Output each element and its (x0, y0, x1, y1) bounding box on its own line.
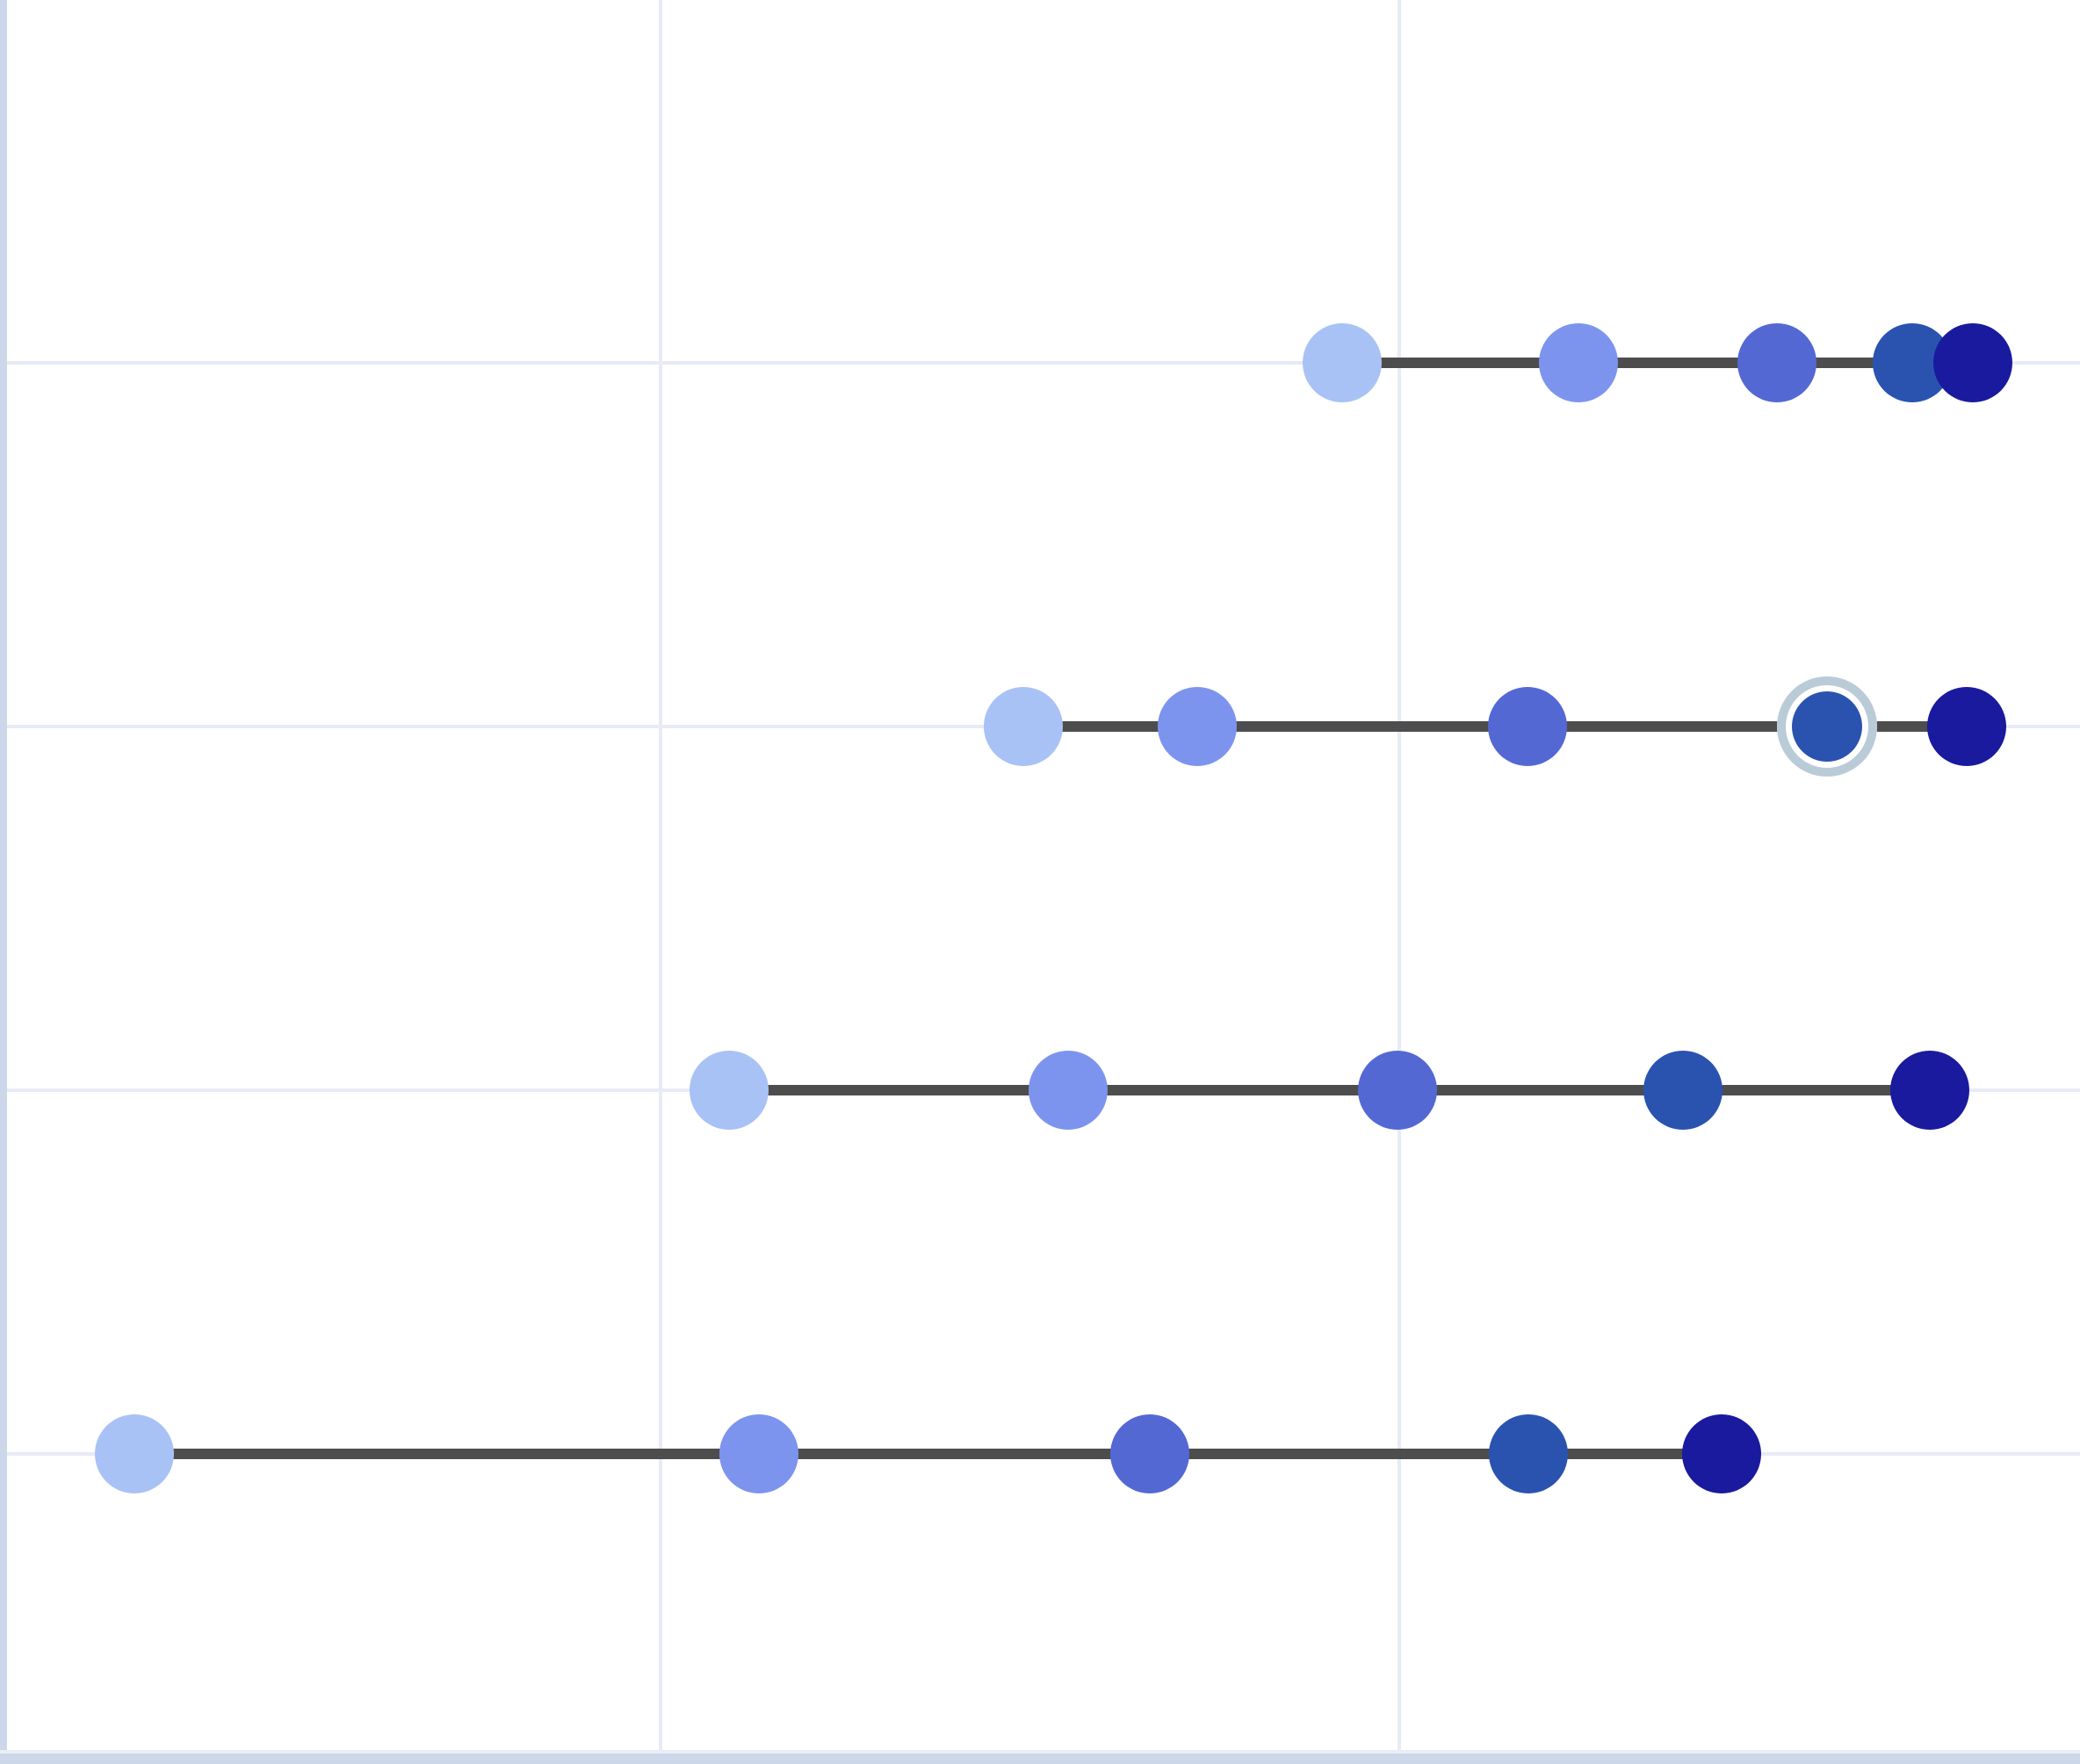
data-point[interactable] (1890, 1051, 1969, 1130)
data-point[interactable] (1682, 1414, 1761, 1493)
data-point[interactable] (1539, 323, 1618, 402)
data-point-layer (95, 323, 2012, 1493)
data-point[interactable] (1489, 1414, 1568, 1493)
data-point[interactable] (1643, 1051, 1722, 1130)
data-point[interactable] (984, 687, 1063, 766)
data-point[interactable] (1488, 687, 1567, 766)
data-point[interactable] (1873, 323, 1952, 402)
bottom-axis-inner-line (0, 1750, 2080, 1753)
data-point[interactable] (95, 1414, 174, 1493)
selection-ring (1777, 676, 1877, 777)
data-point[interactable] (1110, 1414, 1189, 1493)
data-point-selected[interactable] (1792, 691, 1862, 762)
data-point[interactable] (1158, 687, 1237, 766)
data-point[interactable] (1933, 323, 2012, 402)
data-point[interactable] (719, 1414, 798, 1493)
data-point[interactable] (1029, 1051, 1108, 1130)
data-point[interactable] (1927, 687, 2006, 766)
data-point[interactable] (690, 1051, 769, 1130)
data-point[interactable] (1358, 1051, 1437, 1130)
bottom-axis-border (0, 1753, 2080, 1764)
data-point[interactable] (1303, 323, 1382, 402)
data-point[interactable] (1737, 323, 1816, 402)
left-axis-border (0, 0, 7, 1764)
